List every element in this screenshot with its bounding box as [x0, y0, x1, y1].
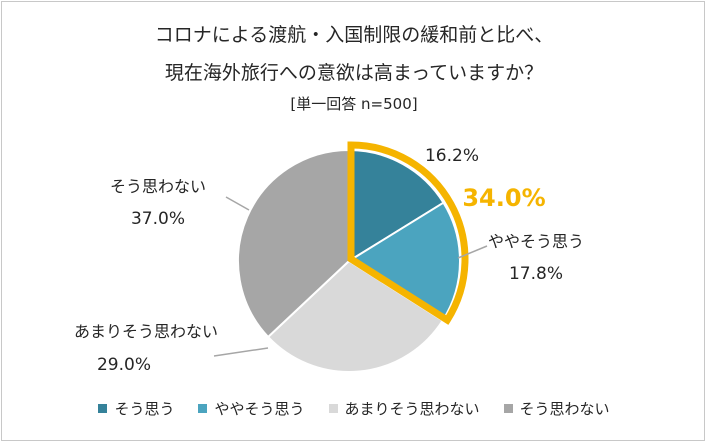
pie-slice-3 — [266, 259, 445, 373]
pie-slice-1 — [348, 148, 445, 263]
highlight-total-label: 34.0% — [462, 184, 545, 212]
legend-label: あまりそう思わない — [344, 399, 480, 418]
legend-label: そう思う — [114, 399, 175, 418]
pie-slice-4 — [237, 148, 350, 339]
highlight-outline — [347, 141, 469, 325]
chart-title-line1: コロナによる渡航・入国制限の緩和前と比べ、 — [154, 24, 554, 46]
legend-item-amari-sou-omowanai: あまりそう思わない — [328, 398, 480, 419]
leader-line-2 — [457, 245, 488, 259]
legend-swatch — [328, 403, 338, 413]
legend-swatch — [98, 403, 108, 413]
legend-item-yaya-sou-omou: ややそう思う — [198, 398, 305, 419]
legend-label: ややそう思う — [214, 399, 305, 418]
legend-item-sou-omowanai: そう思わない — [503, 398, 610, 419]
data-label-value-4: 37.0% — [131, 209, 185, 229]
chart-subtitle: [単一回答 n=500] — [290, 95, 418, 113]
pie-slice-2 — [347, 201, 461, 322]
leader-line-4 — [225, 196, 250, 211]
chart-title-line2: 現在海外旅行への意欲は高まっていますか？ — [164, 62, 544, 84]
data-label-category-3: あまりそう思わない — [74, 322, 218, 341]
legend-item-sou-omou: そう思う — [98, 398, 174, 419]
data-label-value-2: 17.8% — [509, 264, 563, 284]
data-label-category-2: ややそう思う — [488, 232, 584, 251]
legend-swatch — [503, 403, 513, 413]
data-label-value-3: 29.0% — [97, 355, 151, 375]
leader-line-3 — [213, 347, 269, 357]
data-label-value-1: 16.2% — [425, 146, 479, 166]
legend-swatch — [198, 403, 208, 413]
legend-label: そう思わない — [519, 399, 610, 418]
legend: そう思う ややそう思う あまりそう思わない そう思わない — [0, 396, 708, 420]
data-label-category-4: そう思わない — [110, 177, 206, 196]
